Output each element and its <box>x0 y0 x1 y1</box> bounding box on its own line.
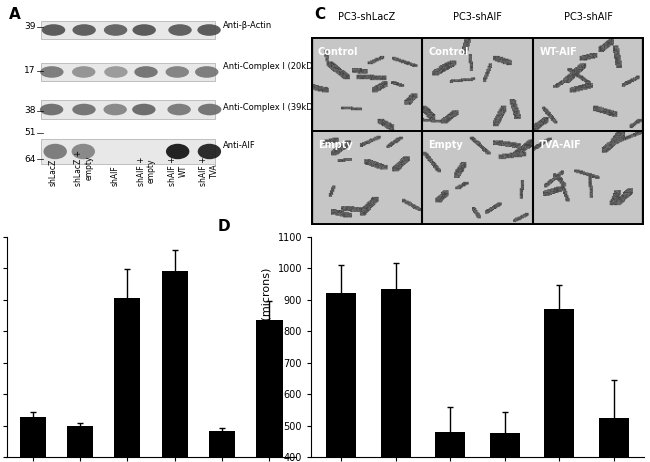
Text: TVA-AIF: TVA-AIF <box>540 140 582 151</box>
Text: shLacZ +
empty: shLacZ + empty <box>74 150 94 186</box>
Ellipse shape <box>198 24 221 36</box>
Text: Anti-β-Actin: Anti-β-Actin <box>224 21 272 30</box>
Text: A: A <box>9 7 21 22</box>
Ellipse shape <box>166 144 189 159</box>
Ellipse shape <box>166 66 189 78</box>
Ellipse shape <box>104 66 127 78</box>
Bar <box>380 289 411 462</box>
Bar <box>209 432 235 457</box>
Text: 38: 38 <box>24 106 35 115</box>
Ellipse shape <box>103 104 127 116</box>
Bar <box>41 100 214 119</box>
Text: WT-AIF: WT-AIF <box>540 47 577 56</box>
Ellipse shape <box>132 104 155 116</box>
Ellipse shape <box>72 104 96 116</box>
Y-axis label: Distance Migrated (microns): Distance Migrated (microns) <box>262 268 272 426</box>
Text: shLacZ: shLacZ <box>48 158 57 186</box>
Bar <box>41 21 214 39</box>
Text: shAIF +
WT: shAIF + WT <box>168 156 187 186</box>
Bar <box>257 320 283 457</box>
Bar <box>162 271 188 457</box>
Ellipse shape <box>42 24 65 36</box>
Ellipse shape <box>72 144 95 159</box>
Bar <box>41 140 214 164</box>
Ellipse shape <box>72 66 96 78</box>
Bar <box>41 62 214 81</box>
Text: D: D <box>218 219 231 234</box>
Ellipse shape <box>198 144 221 159</box>
Text: Anti-AIF: Anti-AIF <box>224 141 256 151</box>
Text: PC3-shAIF: PC3-shAIF <box>564 12 612 22</box>
Text: Anti-Complex I (20kD): Anti-Complex I (20kD) <box>224 62 316 71</box>
Ellipse shape <box>72 24 96 36</box>
Text: 64: 64 <box>24 155 35 164</box>
Text: shAIF: shAIF <box>111 165 120 186</box>
Ellipse shape <box>135 66 158 78</box>
Text: Empty: Empty <box>318 140 352 151</box>
Bar <box>435 432 465 462</box>
Ellipse shape <box>195 66 218 78</box>
Text: 51: 51 <box>24 128 35 137</box>
Text: C: C <box>315 7 326 22</box>
Ellipse shape <box>104 24 127 36</box>
Ellipse shape <box>40 104 63 116</box>
Bar <box>326 293 356 462</box>
Text: shAIF +
empty: shAIF + empty <box>136 156 156 186</box>
Ellipse shape <box>40 66 64 78</box>
Ellipse shape <box>198 104 222 116</box>
Bar <box>599 418 629 462</box>
Text: 17: 17 <box>24 67 35 75</box>
Bar <box>67 426 93 457</box>
Text: Empty: Empty <box>428 140 463 151</box>
Text: Control: Control <box>428 47 469 56</box>
Ellipse shape <box>168 104 191 116</box>
Text: 39: 39 <box>24 22 35 31</box>
Text: PC3-shAIF: PC3-shAIF <box>453 12 502 22</box>
Ellipse shape <box>44 144 67 159</box>
Bar <box>489 433 519 462</box>
Text: Anti-Complex I (39kD): Anti-Complex I (39kD) <box>224 103 317 112</box>
Text: shAIF +
TVA: shAIF + TVA <box>199 156 218 186</box>
Bar <box>544 309 574 462</box>
Text: Control: Control <box>318 47 358 56</box>
Ellipse shape <box>168 24 192 36</box>
Text: PC3-shLacZ: PC3-shLacZ <box>338 12 395 22</box>
Ellipse shape <box>133 24 156 36</box>
Bar <box>20 417 46 457</box>
Bar <box>114 298 140 457</box>
